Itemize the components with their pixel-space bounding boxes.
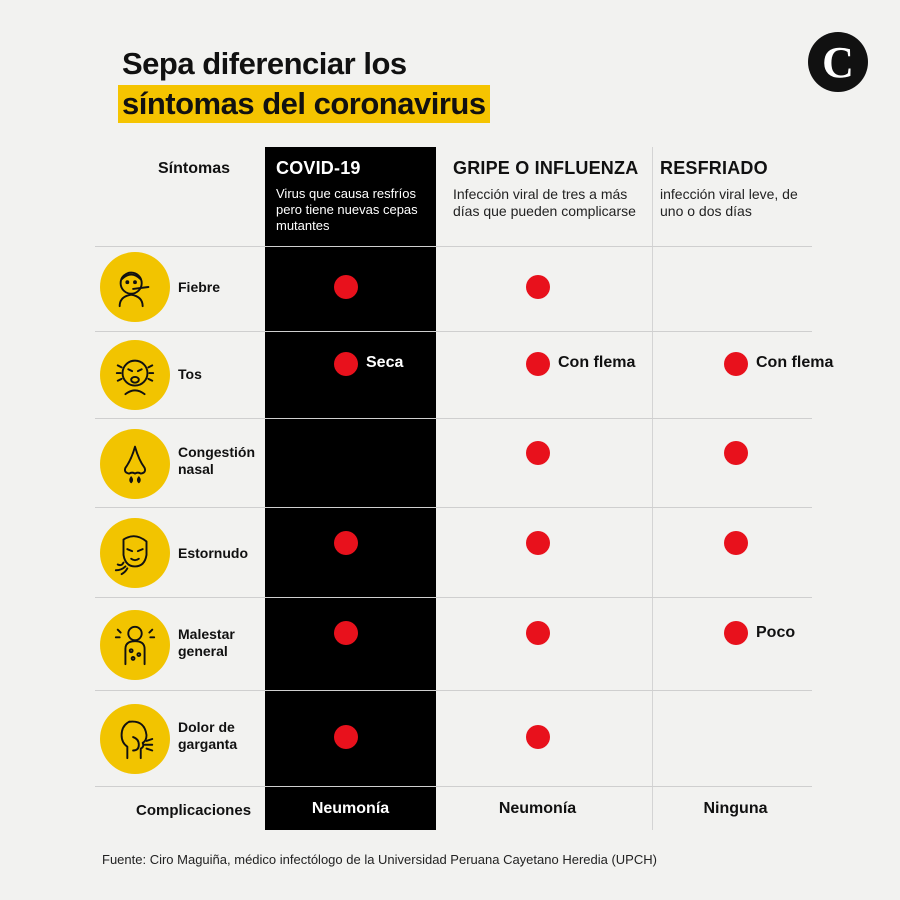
symptom-dot-gripe <box>526 352 550 376</box>
column-header-gripe: GRIPE O INFLUENZA Infección viral de tre… <box>453 158 643 220</box>
column-description: infección viral leve, de uno o dos días <box>660 186 798 219</box>
symptom-dot-covid <box>334 275 358 299</box>
symptoms-header: Síntomas <box>158 160 231 177</box>
column-description: Virus que causa resfríos pero tiene nuev… <box>276 186 418 233</box>
runny-nose-icon <box>100 429 170 499</box>
title-line-2: síntomas del coronavirus <box>118 85 490 123</box>
symptom-label: Tos <box>178 366 202 382</box>
symptom-dot-resfriado <box>724 352 748 376</box>
el-comercio-logo: C <box>808 32 868 92</box>
symptom-label: Estornudo <box>178 545 248 561</box>
row-divider <box>95 507 812 508</box>
complication-covid: Neumonía <box>311 800 390 817</box>
symptom-label: Fiebre <box>178 279 221 295</box>
symptom-dot-covid <box>334 621 358 645</box>
symptom-dot-gripe <box>526 275 550 299</box>
sick-body-icon <box>100 610 170 680</box>
symptom-note-resfriado: Poco <box>756 624 796 641</box>
column-name: COVID-19 <box>276 158 361 178</box>
covid-column-background <box>265 147 436 830</box>
column-divider <box>652 147 653 830</box>
row-divider <box>95 786 812 787</box>
column-header-resfriado: RESFRIADO infección viral leve, de uno o… <box>660 158 810 220</box>
symptom-dot-gripe <box>526 531 550 555</box>
symptom-dot-gripe <box>526 621 550 645</box>
complication-gripe: Neumonía <box>498 800 577 817</box>
symptom-dot-gripe <box>526 725 550 749</box>
symptom-label: Malestar general <box>178 626 235 659</box>
column-name: RESFRIADO <box>660 158 768 178</box>
title-line-1: Sepa diferenciar los <box>122 46 407 81</box>
row-divider <box>95 690 812 691</box>
coughing-face-icon <box>100 340 170 410</box>
column-header-covid: COVID-19 Virus que causa resfríos pero t… <box>276 158 434 234</box>
sore-throat-icon <box>100 704 170 774</box>
symptom-dot-resfriado <box>724 531 748 555</box>
symptom-dot-resfriado <box>724 621 748 645</box>
complication-resfriado: Ninguna <box>703 800 768 817</box>
symptom-label: Dolor de garganta <box>178 719 238 752</box>
symptom-dot-covid <box>334 531 358 555</box>
symptom-note-covid: Seca <box>366 354 404 371</box>
column-description: Infección viral de tres a más días que p… <box>453 186 636 219</box>
row-divider <box>95 331 812 332</box>
sneezing-face-icon <box>100 518 170 588</box>
row-divider <box>95 418 812 419</box>
symptom-label: Congestión nasal <box>178 444 255 477</box>
complications-label: Complicaciones <box>136 802 252 819</box>
symptom-note-resfriado: Con flema <box>756 354 834 371</box>
row-divider <box>95 597 812 598</box>
symptom-note-gripe: Con flema <box>558 354 636 371</box>
thermometer-face-icon <box>100 252 170 322</box>
column-name: GRIPE O INFLUENZA <box>453 158 639 178</box>
source-note: Fuente: Ciro Maguiña, médico infectólogo… <box>102 852 657 867</box>
symptom-dot-covid <box>334 725 358 749</box>
symptom-dot-resfriado <box>724 441 748 465</box>
symptom-dot-covid <box>334 352 358 376</box>
row-divider <box>95 246 812 247</box>
symptom-dot-gripe <box>526 441 550 465</box>
